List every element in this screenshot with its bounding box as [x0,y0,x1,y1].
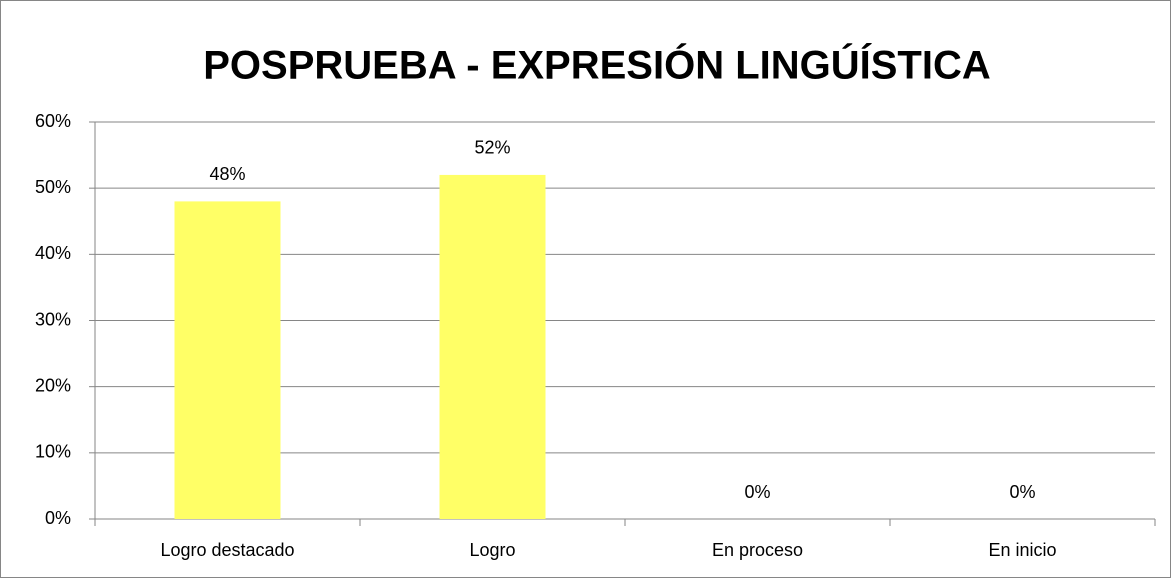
bar [174,201,281,519]
x-tick-label: Logro destacado [160,540,294,560]
y-tick-label: 50% [35,177,71,197]
y-tick-label: 10% [35,442,71,462]
y-tick-label: 0% [45,508,71,528]
chart-title: POSPRUEBA - EXPRESIÓN LINGÚÍSTICA [203,42,991,88]
data-label: 0% [1009,482,1035,502]
data-label: 52% [474,138,510,158]
data-label: 48% [209,164,245,184]
x-tick-label: Logro [469,540,515,560]
y-tick-label: 60% [35,111,71,131]
bar [439,174,546,519]
x-tick-label: En inicio [988,540,1056,560]
y-tick-label: 20% [35,375,71,395]
y-tick-label: 40% [35,243,71,263]
y-tick-label: 30% [35,309,71,329]
data-label: 0% [744,482,770,502]
x-tick-label: En proceso [712,540,803,560]
